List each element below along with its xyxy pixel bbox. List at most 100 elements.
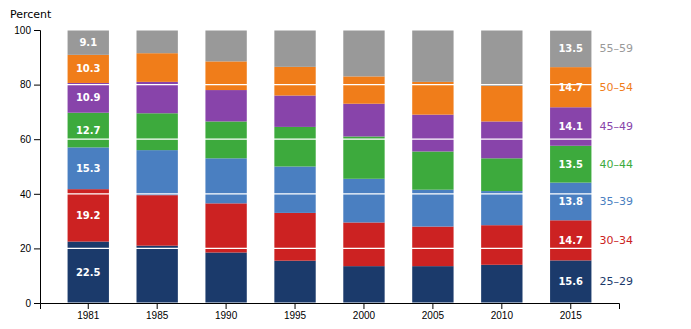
series-label: 25–29 bbox=[599, 275, 633, 288]
data-label: 9.1 bbox=[79, 37, 97, 48]
bar-segment bbox=[481, 158, 522, 191]
y-tick: 0 bbox=[25, 298, 40, 309]
x-tick: 1995 bbox=[284, 303, 307, 321]
series bbox=[68, 147, 592, 226]
x-tick: 1990 bbox=[215, 303, 238, 321]
bar-segment bbox=[481, 265, 522, 303]
y-tick-label: 0 bbox=[25, 298, 31, 309]
bar-segment bbox=[343, 136, 384, 178]
x-tick-label: 1990 bbox=[215, 310, 238, 321]
series bbox=[68, 30, 592, 86]
x-tick-label: 2005 bbox=[422, 310, 445, 321]
series bbox=[68, 82, 592, 158]
bars bbox=[68, 30, 592, 303]
y-tick-label: 60 bbox=[20, 134, 32, 145]
series bbox=[68, 113, 592, 191]
y-tick: 80 bbox=[20, 79, 40, 90]
y-tick-label: 100 bbox=[14, 25, 31, 36]
data-label: 12.7 bbox=[76, 125, 101, 136]
data-label: 10.9 bbox=[76, 92, 101, 103]
bar-segment bbox=[274, 213, 315, 261]
x-tick-mark bbox=[363, 303, 364, 309]
bar-segment bbox=[412, 151, 453, 189]
x-tick: 1981 bbox=[77, 303, 100, 321]
series-label: 55–59 bbox=[599, 42, 633, 55]
y-tick-mark bbox=[34, 30, 40, 31]
data-label: 22.5 bbox=[76, 267, 101, 278]
x-tick-mark bbox=[295, 303, 296, 309]
x-tick-mark bbox=[432, 303, 433, 309]
bar-segment bbox=[412, 227, 453, 267]
bar-segment bbox=[481, 191, 522, 225]
grid-line bbox=[40, 84, 619, 85]
y-tick: 60 bbox=[20, 134, 40, 145]
series-label: 35–39 bbox=[599, 195, 633, 208]
bar-segment bbox=[481, 225, 522, 265]
x-tick: 2000 bbox=[353, 303, 376, 321]
y-tick-mark bbox=[34, 303, 40, 304]
grid-line bbox=[40, 248, 619, 249]
bar-segment bbox=[343, 76, 384, 103]
grid-line bbox=[40, 193, 619, 194]
y-tick-mark bbox=[34, 194, 40, 195]
series-labels: 25–2930–3435–3940–4445–4950–5455–59 bbox=[599, 42, 633, 288]
bar-segment bbox=[274, 261, 315, 303]
grid bbox=[40, 30, 619, 303]
bar-segment bbox=[137, 150, 178, 195]
bar-segment bbox=[550, 107, 591, 145]
bar-segment bbox=[481, 121, 522, 158]
x-tick-mark bbox=[88, 303, 89, 309]
grid-line bbox=[40, 29, 619, 30]
x-tick-label: 1995 bbox=[284, 310, 307, 321]
bar-segment bbox=[343, 179, 384, 223]
bar-segment bbox=[550, 183, 591, 221]
bar-segment bbox=[68, 83, 109, 113]
plot: 22.515.619.214.715.313.812.713.510.914.1… bbox=[14, 25, 633, 321]
y-tick-label: 80 bbox=[20, 79, 32, 90]
y-tick-mark bbox=[34, 248, 40, 249]
bar-segment bbox=[412, 115, 453, 152]
bar-segment bbox=[481, 30, 522, 86]
y-tick: 20 bbox=[20, 243, 40, 254]
data-label: 15.6 bbox=[558, 276, 583, 287]
bar-segment bbox=[205, 252, 246, 303]
y-axis-line bbox=[34, 31, 41, 304]
bar-segment bbox=[550, 260, 591, 303]
bar-segment bbox=[137, 53, 178, 82]
x-axis-line bbox=[41, 304, 620, 310]
bar-segment bbox=[412, 266, 453, 303]
bar-segment bbox=[205, 61, 246, 90]
x-tick: 2005 bbox=[422, 303, 445, 321]
bar-segment bbox=[68, 113, 109, 148]
series-label: 45–49 bbox=[599, 120, 633, 133]
bar-segment bbox=[205, 30, 246, 61]
x-tick-mark bbox=[501, 303, 502, 309]
x-tick-mark bbox=[570, 303, 571, 309]
bar-segment bbox=[205, 121, 246, 158]
bar-segment bbox=[343, 30, 384, 76]
x-tick-label: 2010 bbox=[491, 310, 514, 321]
y-tick: 40 bbox=[20, 189, 40, 200]
x-tick-mark bbox=[157, 303, 158, 309]
y-axis: 0 20 40 60 80 100 bbox=[14, 25, 40, 309]
bar-segment bbox=[481, 86, 522, 121]
y-tick-mark bbox=[34, 139, 40, 140]
bar-segment bbox=[137, 195, 178, 246]
data-labels: 22.515.619.214.715.313.812.713.510.914.1… bbox=[76, 37, 583, 287]
bar-segment bbox=[137, 82, 178, 113]
bar-segment bbox=[68, 55, 109, 83]
data-label: 13.8 bbox=[558, 196, 583, 207]
bar-segment bbox=[274, 127, 315, 167]
series-label: 40–44 bbox=[599, 158, 633, 171]
x-axis: 19811985199019952000200520102015 bbox=[41, 303, 620, 321]
x-tick: 1985 bbox=[146, 303, 169, 321]
data-label: 10.3 bbox=[76, 63, 101, 74]
bar-segment bbox=[274, 96, 315, 127]
bar-segment bbox=[137, 30, 178, 53]
bar-segment bbox=[274, 30, 315, 67]
bar-segment bbox=[205, 203, 246, 252]
bar-segment bbox=[412, 190, 453, 227]
data-label: 13.5 bbox=[558, 159, 583, 170]
y-tick-label: 40 bbox=[20, 189, 32, 200]
y-tick-label: 20 bbox=[20, 243, 32, 254]
